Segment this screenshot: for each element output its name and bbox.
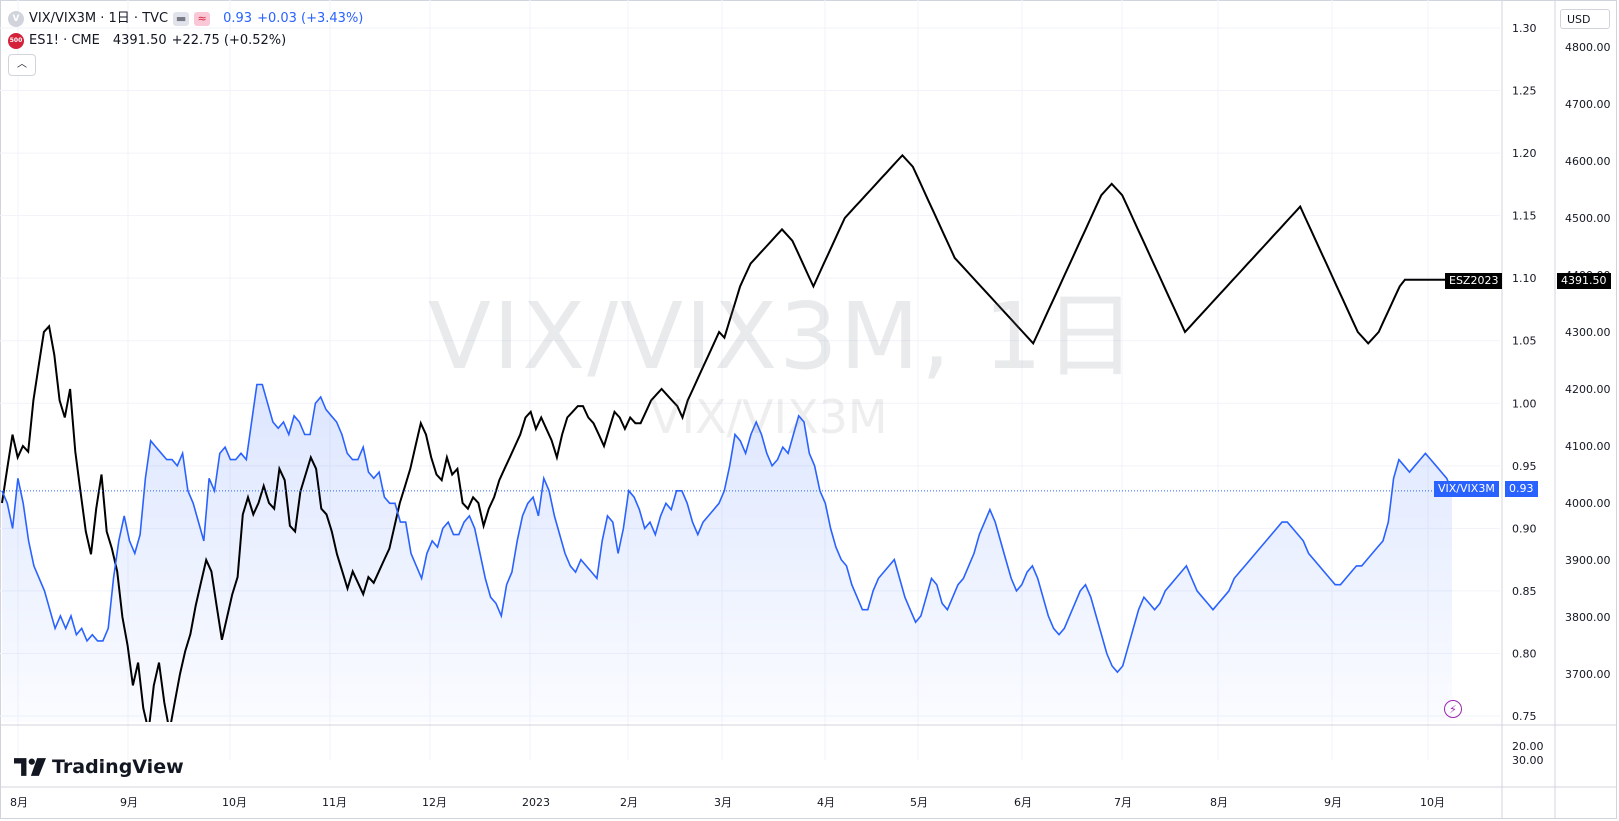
right-axis-tick-label: 4200.00 xyxy=(1565,383,1611,396)
right-axis-tick-label: 4500.00 xyxy=(1565,212,1611,225)
left-axis-tick-label: 0.90 xyxy=(1512,522,1537,535)
left-axis-tick-label: 1.00 xyxy=(1512,397,1537,410)
left-axis-tick-label: 0.85 xyxy=(1512,585,1537,598)
right-axis-tick-label: 4000.00 xyxy=(1565,497,1611,510)
legend-main-row[interactable]: V VIX/VIX3M · 1日 · TVC ▬ ≈ 0.93 +0.03 (+… xyxy=(8,8,363,30)
es-last-price-label: 4391.50 xyxy=(1557,273,1611,289)
left-axis-tick-label: 0.75 xyxy=(1512,710,1537,723)
es-series-name-label: ESZ2023 xyxy=(1445,273,1503,289)
compare-last-value: 4391.50 xyxy=(112,33,167,48)
vix-series-line xyxy=(1,383,1453,674)
legend: V VIX/VIX3M · 1日 · TVC ▬ ≈ 0.93 +0.03 (+… xyxy=(8,8,363,76)
collapse-legend-button[interactable]: ︿ xyxy=(8,54,36,76)
right-axis-tick-label: 4600.00 xyxy=(1565,155,1611,168)
left-axis-tick-label: 1.15 xyxy=(1512,210,1537,223)
time-axis-tick-label: 7月 xyxy=(1114,796,1132,809)
time-axis-tick-label: 10月 xyxy=(1420,796,1445,809)
time-axis-tick-label: 4月 xyxy=(817,796,835,809)
lower-pane-tick-label: 20.00 xyxy=(1512,740,1544,753)
left-axis-tick-label: 1.20 xyxy=(1512,147,1537,160)
time-axis-tick-label: 8月 xyxy=(10,796,28,809)
left-axis-tick-label: 0.95 xyxy=(1512,460,1537,473)
left-axis-tick-label: 1.05 xyxy=(1512,335,1537,348)
right-axis-tick-label: 4800.00 xyxy=(1565,41,1611,54)
tradingview-wordmark: TradingView xyxy=(52,756,184,778)
time-axis-tick-label: 9月 xyxy=(1324,796,1342,809)
right-axis-tick-label: 3800.00 xyxy=(1565,611,1611,624)
time-axis-tick-label: 5月 xyxy=(910,796,928,809)
symbol-logo-icon: V xyxy=(8,11,24,27)
main-last-value: 0.93 xyxy=(223,11,253,26)
left-axis-tick-label: 1.25 xyxy=(1512,85,1537,98)
right-axis-tick-label: 4100.00 xyxy=(1565,440,1611,453)
currency-selector[interactable]: USD xyxy=(1560,9,1610,29)
left-axis-tick-label: 0.80 xyxy=(1512,647,1537,660)
right-axis-tick-label: 4700.00 xyxy=(1565,98,1611,111)
lightning-icon[interactable]: ⚡ xyxy=(1444,700,1462,718)
visibility-toggle-icon[interactable]: ▬ xyxy=(173,12,190,26)
tradingview-logo[interactable]: TradingView xyxy=(14,756,184,778)
time-axis-tick-label: 8月 xyxy=(1210,796,1228,809)
left-axis-tick-label: 1.10 xyxy=(1512,272,1537,285)
time-axis-tick-label: 3月 xyxy=(714,796,732,809)
right-axis-tick-label: 3900.00 xyxy=(1565,554,1611,567)
main-symbol-title[interactable]: VIX/VIX3M · 1日 · TVC xyxy=(29,11,169,26)
sp500-logo-icon: 500 xyxy=(8,33,24,49)
time-axis-tick-label: 11月 xyxy=(322,796,347,809)
tradingview-mark-icon xyxy=(14,758,46,776)
time-axis-tick-label: 2月 xyxy=(620,796,638,809)
compare-symbol-title[interactable]: ES1! · CME xyxy=(29,33,100,48)
right-axis-tick-label: 4300.00 xyxy=(1565,326,1611,339)
time-axis-tick-label: 2023 xyxy=(522,796,550,809)
vix-series-name-label: VIX/VIX3M xyxy=(1434,481,1499,497)
source-indicator-icon[interactable]: ≈ xyxy=(194,12,211,26)
legend-compare-row[interactable]: 500 ES1! · CME 4391.50 +22.75 (+0.52%) xyxy=(8,30,363,52)
time-axis-tick-label: 9月 xyxy=(120,796,138,809)
time-axis-tick-label: 12月 xyxy=(422,796,447,809)
time-axis-tick-label: 10月 xyxy=(222,796,247,809)
es-series-line xyxy=(1,153,1452,722)
right-axis-tick-label: 3700.00 xyxy=(1565,668,1611,681)
compare-change: +22.75 (+0.52%) xyxy=(171,33,287,48)
vix-last-price-label: 0.93 xyxy=(1505,481,1538,497)
lower-pane-tick-label: 30.00 xyxy=(1512,754,1544,767)
time-axis-tick-label: 6月 xyxy=(1014,796,1032,809)
vix-area-fill xyxy=(2,384,1452,722)
main-change: +0.03 (+3.43%) xyxy=(257,11,364,26)
chevron-up-icon: ︿ xyxy=(17,59,27,70)
left-axis-tick-label: 1.30 xyxy=(1512,22,1537,35)
